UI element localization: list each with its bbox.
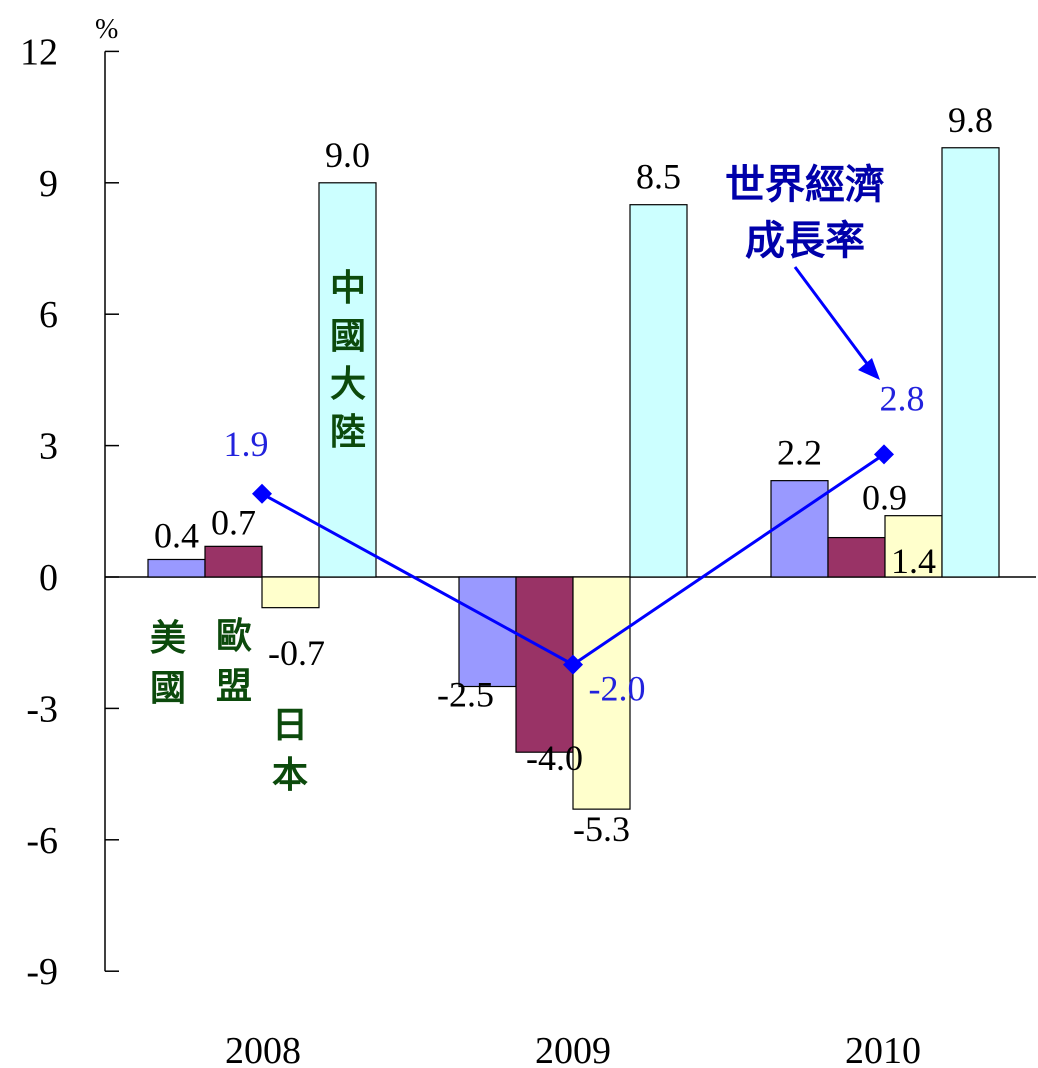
y-tick-labels: 12 9 6 3 0 -3 -6 -9 (20, 31, 119, 993)
world-growth-line: 1.9 -2.0 2.8 (224, 378, 925, 708)
y-tick-label: 3 (39, 426, 58, 468)
series-name-label: 歐盟 (216, 616, 252, 707)
world-growth-value-label: -2.0 (589, 669, 646, 709)
bar-value-label: 9.8 (948, 100, 993, 140)
bar (204, 545, 263, 578)
bar-value-label: 1.4 (891, 541, 936, 581)
bar (261, 576, 320, 609)
series-name-label: 中國大陸 (330, 268, 366, 453)
bar-value-label: 8.5 (636, 157, 681, 197)
world-growth-value-label: 1.9 (224, 424, 269, 464)
bar-value-label: 9.0 (325, 135, 370, 175)
bar-value-label: -4.0 (526, 738, 583, 778)
world-growth-callout-line: 成長率 (745, 218, 865, 264)
bars (147, 147, 1000, 810)
world-growth-marker (563, 654, 583, 675)
y-axis-unit: % (95, 14, 118, 45)
callout-arrow-shaft (793, 266, 870, 366)
bar (770, 480, 829, 578)
y-tick-label: 9 (39, 163, 58, 205)
bar (572, 576, 631, 810)
x-tick-labels: 2008 2009 2010 (225, 1030, 921, 1068)
bar-value-label: 2.2 (777, 433, 822, 473)
y-tick-label: 0 (39, 557, 58, 599)
bar-value-label: -2.5 (437, 675, 494, 715)
world-growth-marker (252, 483, 272, 504)
bar-value-label: 0.7 (211, 502, 256, 542)
series-name-label: 日本 (272, 705, 308, 796)
y-tick-label: 6 (39, 294, 58, 336)
y-tick-label: -9 (26, 951, 58, 993)
bar-value-labels: 0.4 -2.5 2.2 0.7 -4.0 0.9 -0.7 -5.3 1.4 9.0 8.5 9.8 (154, 100, 993, 849)
bar (827, 536, 886, 578)
bar (629, 204, 688, 578)
bar-value-label: -0.7 (268, 633, 325, 673)
y-tick-label: -3 (26, 688, 58, 730)
bar-value-label: 0.4 (154, 515, 199, 555)
x-tick-label: 2010 (845, 1030, 921, 1068)
series-name-label: 美國 (150, 618, 186, 709)
bar (458, 576, 517, 688)
bar (318, 182, 377, 578)
world-growth-value-label: 2.8 (880, 378, 925, 418)
x-tick-label: 2008 (225, 1030, 301, 1068)
y-tick-label: 12 (20, 31, 58, 73)
bar-value-label: 0.9 (862, 478, 907, 518)
x-tick-label: 2009 (535, 1030, 611, 1068)
world-growth-marker (874, 444, 894, 465)
world-growth-callout-line: 世界經濟 (725, 162, 885, 208)
bar (147, 558, 206, 578)
callout-arrow-head (858, 358, 880, 380)
y-tick-label: -6 (26, 820, 58, 862)
bar (941, 147, 1000, 578)
bar-value-label: -5.3 (573, 809, 630, 849)
